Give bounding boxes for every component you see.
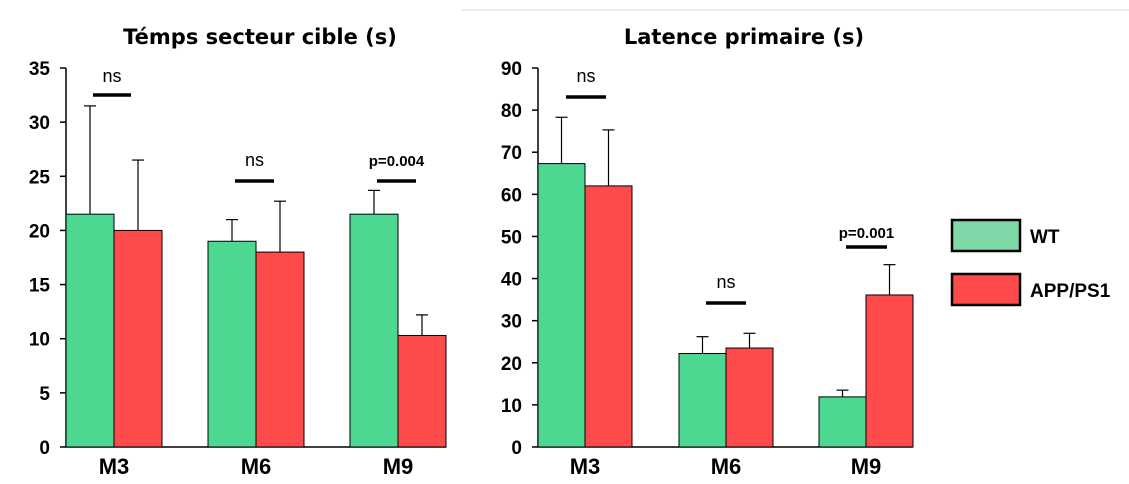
chart-title: Témps secteur cible (s): [123, 25, 397, 49]
y-tick-label: 5: [39, 384, 50, 405]
legend-swatch-app: [950, 272, 1022, 307]
y-tick-label: 35: [29, 59, 51, 80]
significance-label: ns: [102, 66, 121, 86]
significance-annotations: ns ns p=0.001: [566, 66, 894, 305]
bar-wt-m6: [678, 353, 727, 448]
y-tick-label: 0: [511, 438, 522, 459]
significance-label: p=0.004: [369, 153, 425, 170]
y-tick-label: 80: [501, 101, 522, 122]
significance-label: p=0.001: [839, 225, 894, 242]
y-tick-label: 20: [29, 221, 50, 242]
bar-wt-m3: [65, 213, 115, 448]
significance-label: ns: [716, 272, 735, 292]
bars: [65, 105, 447, 448]
chart-title: Latence primaire (s): [624, 25, 864, 49]
y-tick-label: 25: [29, 167, 51, 188]
bar-wt-m6: [207, 240, 257, 448]
bar-app-m6: [255, 251, 305, 448]
y-tick-label: 10: [501, 396, 522, 417]
x-tick-label-m3: M3: [570, 454, 601, 479]
bar-app-m3: [584, 185, 633, 448]
x-tick-label-m9: M9: [851, 454, 882, 479]
x-axis-categories: M3 M6 M9: [99, 454, 414, 479]
y-tick-label: 50: [501, 227, 522, 248]
legend-swatch-wt: [950, 218, 1022, 253]
significance-annotations: ns ns p=0.004: [93, 66, 425, 183]
x-tick-label-m6: M6: [711, 454, 742, 479]
y-tick-label: 90: [501, 59, 522, 80]
bar-app-m6: [725, 347, 774, 448]
bars: [537, 116, 914, 448]
bar-wt-m9: [818, 396, 867, 448]
chart-latence-primaire: Latence primaire (s) 0 10 20 30 40 50 60 70 80 90…: [501, 25, 914, 479]
x-tick-label-m3: M3: [99, 454, 130, 479]
chart-temps-secteur: Témps secteur cible (s) 0 5 10 15 20 25 30 35 n…: [29, 25, 447, 479]
bar-app-m9: [397, 334, 447, 448]
y-tick-label: 40: [501, 270, 522, 291]
y-tick-label: 15: [29, 276, 51, 297]
bar-app-m9: [865, 294, 914, 448]
significance-label: ns: [245, 150, 264, 170]
y-tick-label: 10: [29, 330, 50, 351]
x-tick-label-m9: M9: [383, 454, 414, 479]
y-tick-label: 30: [501, 312, 522, 333]
significance-label: ns: [576, 66, 595, 86]
y-tick-label: 20: [501, 354, 522, 375]
bar-wt-m9: [349, 213, 399, 448]
x-tick-label-m6: M6: [241, 454, 272, 479]
bar-app-m3: [113, 229, 163, 448]
bar-wt-m3: [537, 163, 586, 448]
legend-label-app: APP/PS1: [1030, 281, 1111, 302]
y-tick-label: 60: [501, 185, 522, 206]
legend: WT APP/PS1: [950, 218, 1111, 307]
y-tick-label: 0: [39, 438, 50, 459]
y-tick-label: 30: [29, 113, 50, 134]
legend-label-wt: WT: [1030, 227, 1060, 248]
y-tick-label: 70: [501, 143, 522, 164]
x-axis-categories: M3 M6 M9: [570, 454, 882, 479]
